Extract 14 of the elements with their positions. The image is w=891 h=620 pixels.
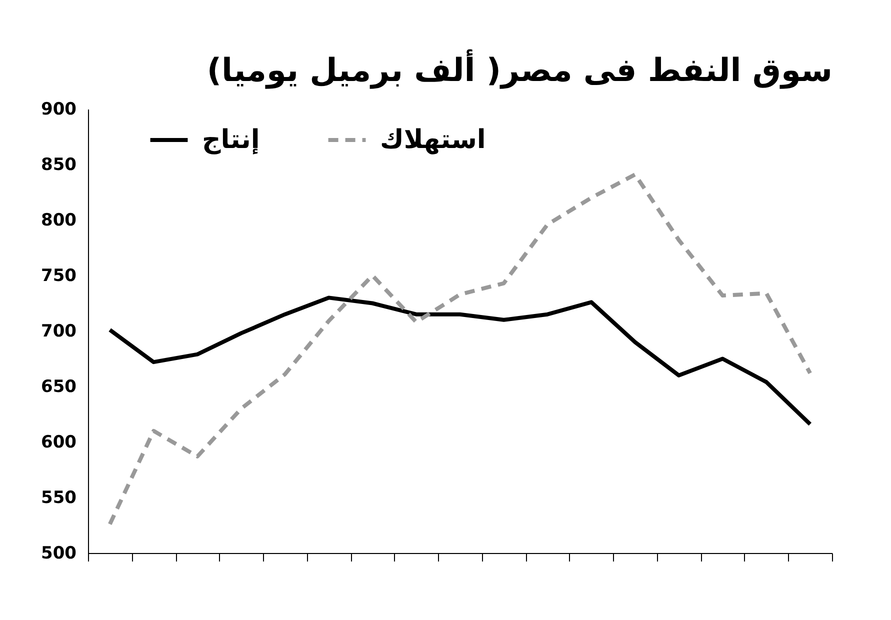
legend-label: استهلاك bbox=[380, 125, 486, 155]
y-tick-label: 500 bbox=[41, 544, 77, 564]
y-tick-label: 750 bbox=[41, 266, 77, 286]
chart-title: سوق النفط فى مصر( ألف برميل يوميا) bbox=[206, 49, 832, 89]
y-tick-label: 800 bbox=[41, 210, 77, 230]
y-tick-label: 700 bbox=[41, 322, 77, 342]
y-tick-label: 600 bbox=[41, 432, 77, 452]
y-tick-label: 650 bbox=[41, 377, 77, 397]
line-series bbox=[108, 296, 812, 426]
line-series bbox=[108, 172, 812, 526]
y-tick-label: 550 bbox=[41, 488, 77, 508]
legend-label: إنتاج bbox=[202, 125, 260, 155]
y-tick-label: 900 bbox=[41, 100, 77, 120]
y-tick-label: 850 bbox=[41, 155, 77, 175]
